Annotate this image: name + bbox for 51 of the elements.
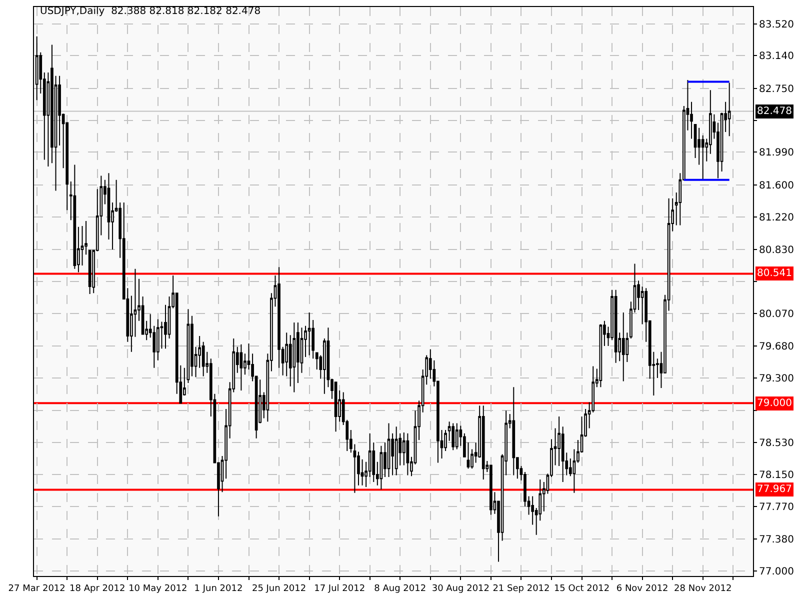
candlestick [380, 445, 383, 490]
y-tick-label: 77.770 [759, 502, 794, 513]
x-tick-label: 27 Mar 2012 [8, 584, 66, 594]
y-tick-label: 81.220 [759, 212, 794, 224]
y-tick-label: 78.150 [759, 470, 794, 481]
y-tick-label: 77.000 [759, 566, 794, 578]
y-tick-label: 77.380 [759, 534, 794, 546]
y-tick-label: 81.600 [759, 180, 794, 192]
x-tick-label: 18 Apr 2012 [70, 584, 126, 594]
candlestick [728, 82, 731, 137]
candlestick [452, 422, 455, 451]
x-tick-label: 15 Oct 2012 [554, 584, 610, 594]
candlestick [186, 308, 190, 384]
x-tick-label: 6 Nov 2012 [616, 584, 668, 594]
y-tick-label: 81.990 [759, 148, 794, 159]
candlestick [599, 324, 602, 388]
ref-line-label: 77.967 [757, 484, 792, 495]
ref-line-label: 79.000 [757, 398, 792, 409]
x-tick-label: 30 Aug 2012 [432, 584, 490, 594]
candlestick [394, 426, 398, 476]
candlestick [490, 464, 492, 516]
candlestick [455, 422, 458, 450]
y-tick-label: 79.680 [759, 342, 794, 353]
candlestick [88, 250, 92, 295]
candlestick [622, 312, 625, 382]
y-tick-label: 83.520 [759, 19, 794, 30]
x-tick-label: 17 Jul 2012 [314, 584, 366, 594]
y-tick-label: 78.530 [759, 438, 794, 450]
y-tick-label: 80.830 [759, 245, 794, 256]
ref-line-label: 82.478 [757, 106, 792, 117]
candlestick [482, 405, 485, 480]
x-tick-label: 28 Nov 2012 [674, 584, 732, 594]
candlestick [240, 344, 243, 392]
x-tick-label: 10 May 2012 [128, 584, 188, 594]
candlestick [292, 322, 296, 393]
candlestick [387, 422, 390, 478]
x-tick-label: 8 Aug 2012 [374, 584, 426, 594]
candlestick [73, 164, 76, 270]
candlestick [614, 289, 618, 364]
y-tick-label: 80.070 [759, 308, 794, 320]
candlestick [308, 312, 311, 356]
candlestick [334, 382, 338, 432]
ref-line-label: 80.541 [757, 268, 792, 279]
x-tick-label: 1 Jun 2012 [194, 584, 243, 594]
candlestick [512, 386, 516, 476]
y-tick-label: 79.300 [759, 373, 794, 384]
y-tick-label: 82.750 [759, 84, 794, 95]
x-tick-label: 21 Sep 2012 [492, 584, 550, 594]
x-tick-label: 25 Jun 2012 [252, 584, 306, 594]
y-tick-label: 83.140 [759, 51, 794, 62]
candlestick [406, 432, 410, 476]
